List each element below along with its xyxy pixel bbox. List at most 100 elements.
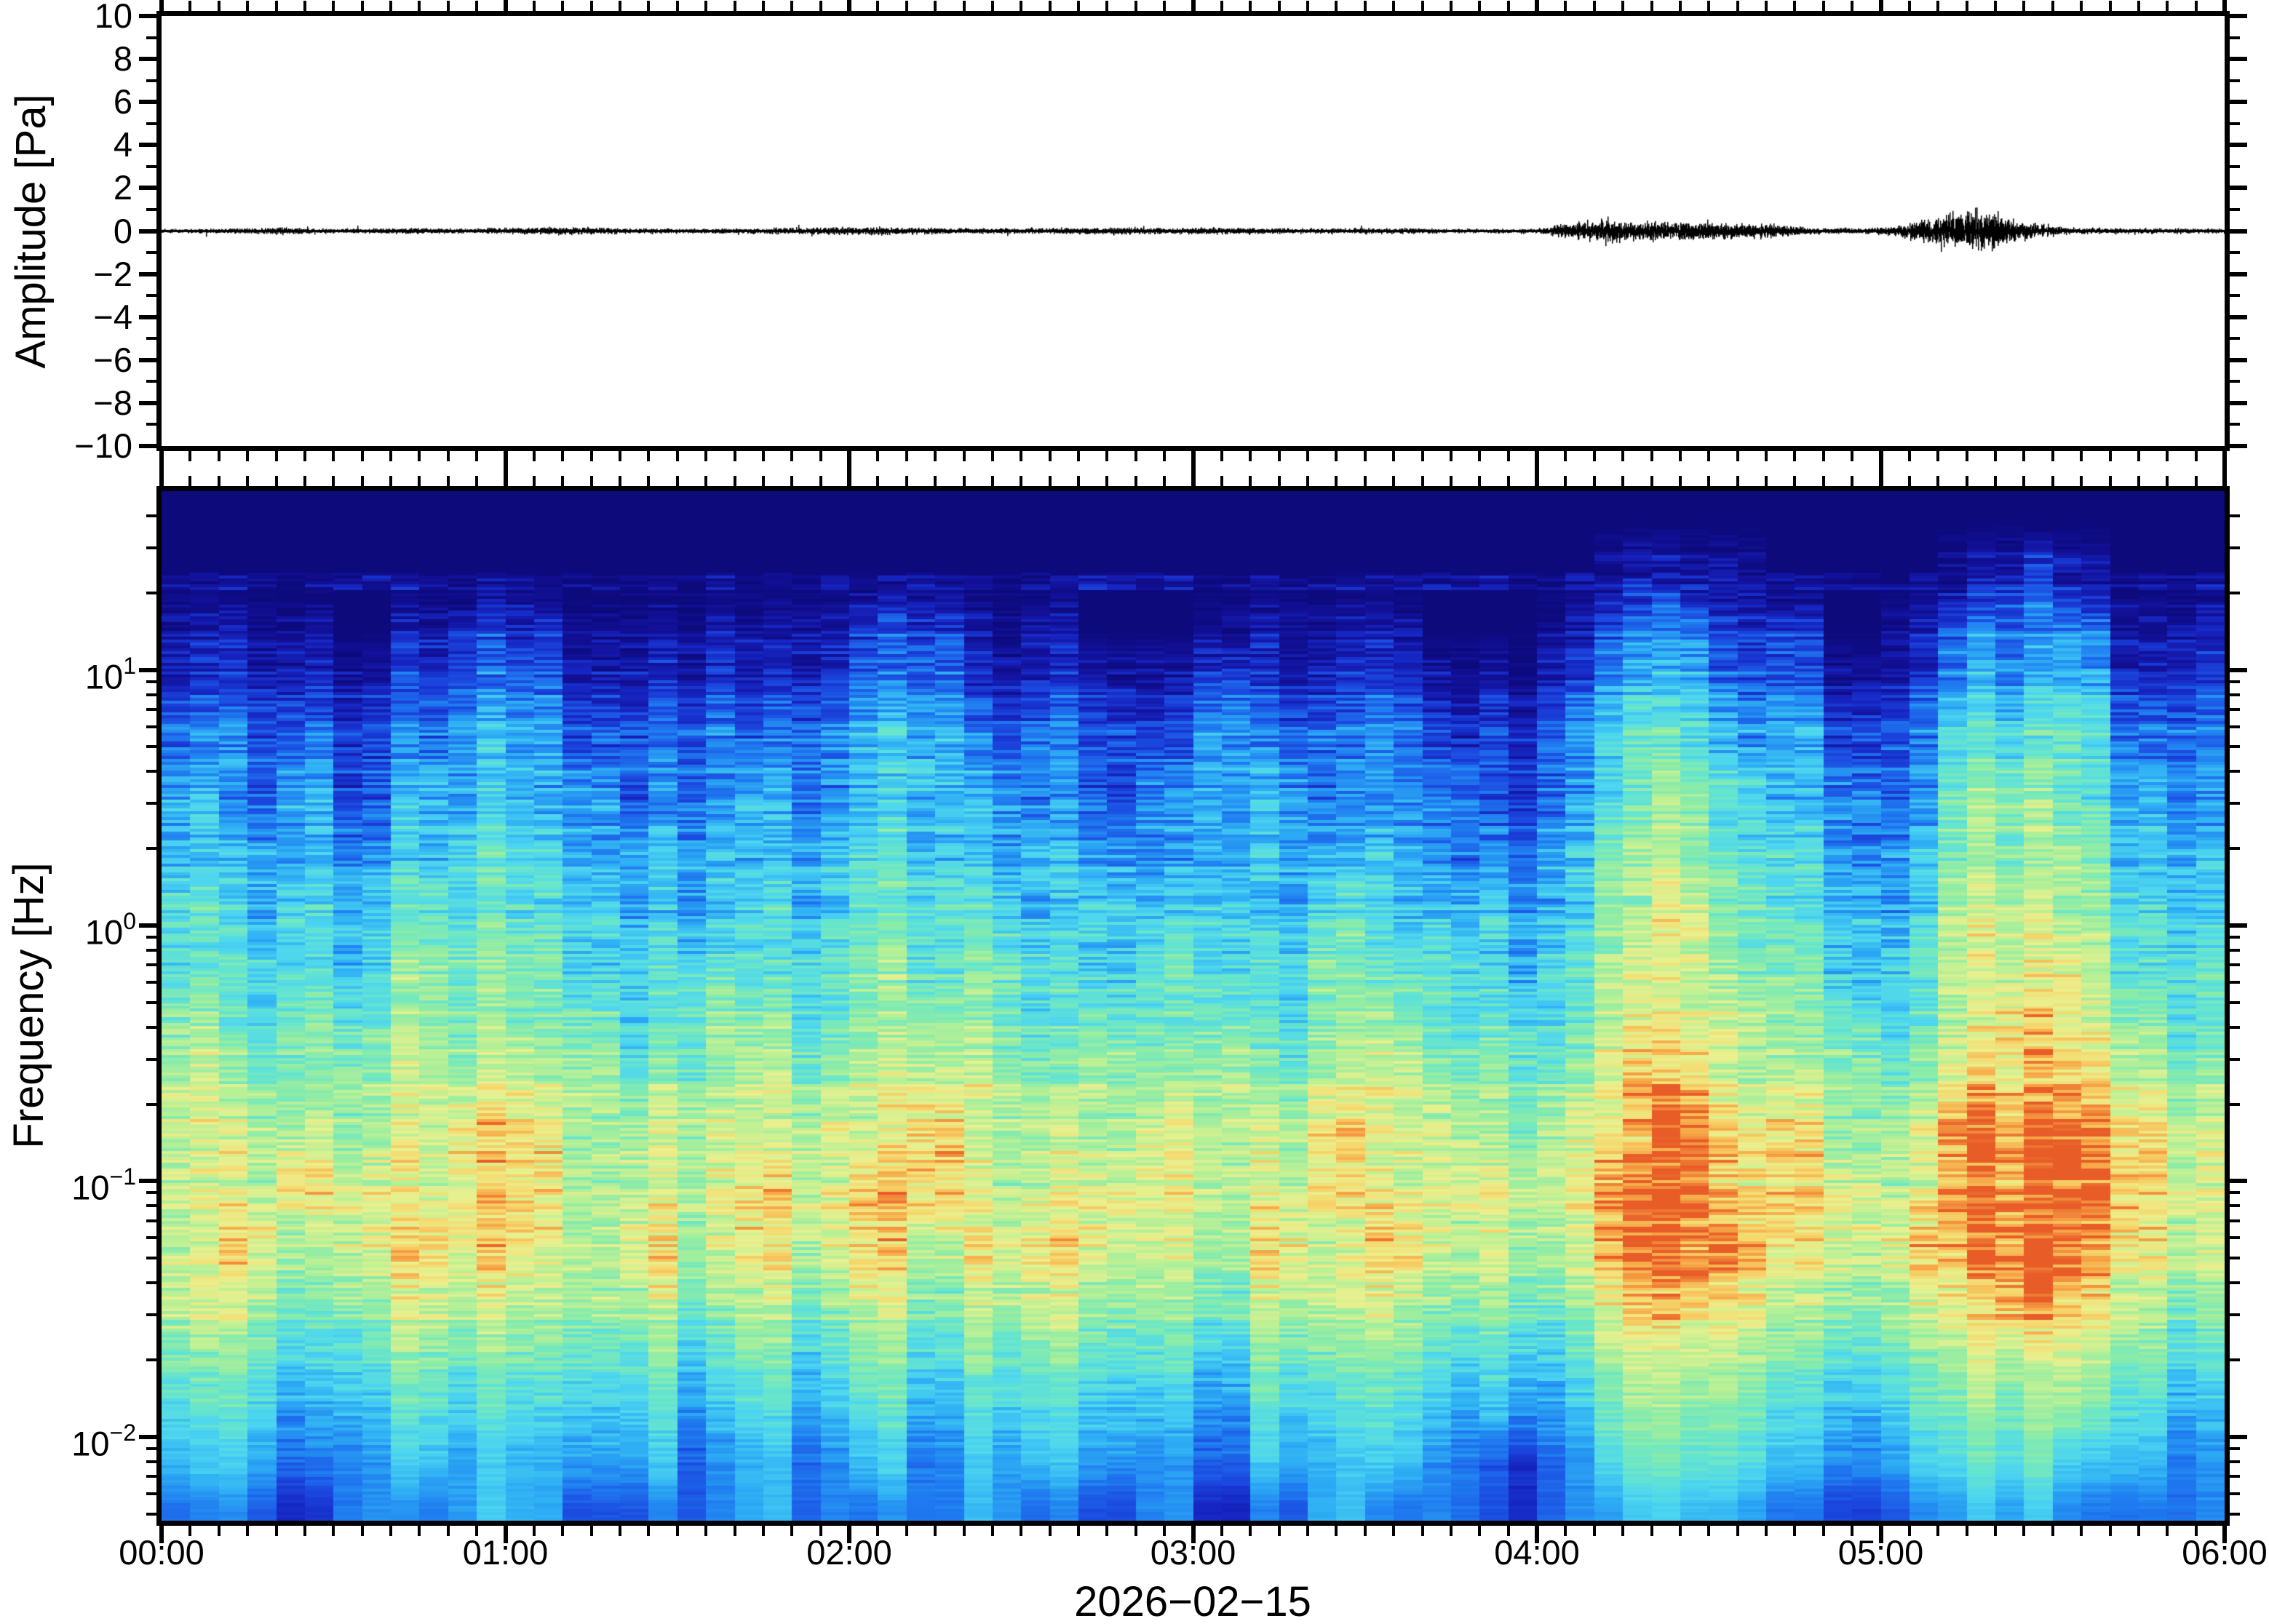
axis-tick bbox=[2230, 57, 2247, 62]
axis-tick bbox=[704, 451, 708, 461]
axis-tick bbox=[1564, 451, 1567, 461]
axis-tick bbox=[2230, 423, 2240, 426]
axis-tick bbox=[139, 14, 156, 18]
axis-tick bbox=[2230, 380, 2240, 383]
axis-tick bbox=[847, 0, 851, 11]
axis-tick bbox=[146, 980, 156, 984]
axis-tick bbox=[790, 451, 794, 461]
frequency-axis-label: Frequency [Hz] bbox=[5, 862, 52, 1149]
axis-tick bbox=[360, 1, 364, 11]
axis-tick bbox=[146, 514, 156, 518]
axis-tick bbox=[146, 1257, 156, 1260]
axis-tick bbox=[876, 1526, 880, 1536]
axis-tick bbox=[1736, 476, 1739, 486]
axis-tick bbox=[146, 380, 156, 383]
axis-tick bbox=[675, 476, 679, 486]
axis-tick bbox=[2230, 294, 2240, 298]
axis-tick bbox=[647, 451, 651, 461]
axis-tick bbox=[790, 1, 794, 11]
axis-tick bbox=[1650, 1, 1653, 11]
axis-tick bbox=[1048, 476, 1052, 486]
axis-tick bbox=[139, 228, 156, 234]
axis-tick bbox=[2230, 1492, 2240, 1495]
amplitude-tick-label: −8 bbox=[93, 383, 132, 422]
axis-tick bbox=[2051, 1, 2054, 11]
time-tick-label: 06:00 bbox=[2182, 1533, 2268, 1572]
spectrogram-canvas bbox=[162, 491, 2225, 1521]
axis-tick bbox=[139, 667, 156, 672]
axis-tick bbox=[532, 476, 536, 486]
axis-tick bbox=[1134, 1526, 1137, 1536]
axis-tick bbox=[418, 1, 421, 11]
axis-tick bbox=[1678, 451, 1682, 461]
axis-tick bbox=[2230, 400, 2247, 405]
axis-tick bbox=[1306, 451, 1309, 461]
axis-tick bbox=[1621, 451, 1625, 461]
axis-tick bbox=[2230, 1025, 2240, 1029]
axis-tick bbox=[1994, 476, 1997, 486]
axis-tick bbox=[1821, 451, 1825, 461]
axis-tick bbox=[1821, 476, 1825, 486]
amplitude-tick-label: −2 bbox=[93, 254, 132, 293]
axis-tick bbox=[1650, 451, 1653, 461]
axis-tick bbox=[1678, 476, 1682, 486]
axis-tick bbox=[1535, 469, 1539, 486]
axis-tick bbox=[704, 476, 708, 486]
axis-tick bbox=[1793, 1526, 1797, 1536]
axis-tick bbox=[2230, 122, 2240, 125]
axis-tick bbox=[139, 100, 156, 105]
axis-tick bbox=[503, 469, 508, 486]
axis-tick bbox=[146, 1512, 156, 1516]
frequency-tick-label: 10−2 bbox=[71, 1419, 136, 1463]
amplitude-tick-label: 8 bbox=[113, 39, 132, 79]
axis-tick bbox=[1851, 476, 1854, 486]
axis-tick bbox=[934, 1, 937, 11]
axis-tick bbox=[2230, 444, 2247, 448]
axis-tick bbox=[1621, 476, 1625, 486]
axis-tick bbox=[1105, 1526, 1109, 1536]
axis-tick bbox=[1020, 451, 1023, 461]
spectrogram-panel bbox=[156, 486, 2230, 1526]
axis-tick bbox=[1936, 1, 1940, 11]
axis-tick bbox=[418, 476, 421, 486]
axis-tick bbox=[647, 1526, 651, 1536]
axis-tick bbox=[1077, 476, 1080, 486]
axis-tick bbox=[2137, 451, 2140, 461]
axis-tick bbox=[2230, 1236, 2240, 1240]
axis-tick bbox=[2194, 451, 2198, 461]
axis-tick bbox=[159, 469, 164, 486]
axis-tick bbox=[1249, 1, 1252, 11]
axis-tick bbox=[146, 1460, 156, 1463]
axis-tick bbox=[389, 451, 392, 461]
axis-tick bbox=[1506, 451, 1510, 461]
axis-tick bbox=[589, 476, 593, 486]
axis-tick bbox=[2230, 1434, 2247, 1439]
axis-tick bbox=[146, 122, 156, 125]
time-tick-label: 04:00 bbox=[1494, 1533, 1580, 1572]
axis-tick bbox=[1306, 476, 1309, 486]
axis-tick bbox=[1851, 451, 1854, 461]
axis-tick bbox=[761, 476, 765, 486]
axis-tick bbox=[274, 1, 278, 11]
axis-tick bbox=[2230, 725, 2240, 728]
axis-tick bbox=[360, 1526, 364, 1536]
axis-tick bbox=[146, 1025, 156, 1029]
axis-tick bbox=[1965, 451, 1968, 461]
axis-tick bbox=[2108, 476, 2112, 486]
axis-tick bbox=[146, 1236, 156, 1240]
axis-tick bbox=[1535, 451, 1539, 469]
axis-tick bbox=[561, 476, 565, 486]
axis-tick bbox=[475, 451, 479, 461]
axis-tick bbox=[1191, 451, 1196, 469]
axis-tick bbox=[2230, 1475, 2240, 1478]
axis-tick bbox=[217, 476, 220, 486]
axis-tick bbox=[146, 745, 156, 749]
axis-tick bbox=[2051, 1526, 2054, 1536]
axis-tick bbox=[146, 546, 156, 549]
axis-tick bbox=[2230, 1204, 2240, 1208]
axis-tick bbox=[2108, 1526, 2112, 1536]
axis-tick bbox=[619, 1, 621, 11]
axis-tick bbox=[2230, 1460, 2240, 1463]
axis-tick bbox=[1592, 451, 1596, 461]
axis-tick bbox=[962, 1526, 966, 1536]
